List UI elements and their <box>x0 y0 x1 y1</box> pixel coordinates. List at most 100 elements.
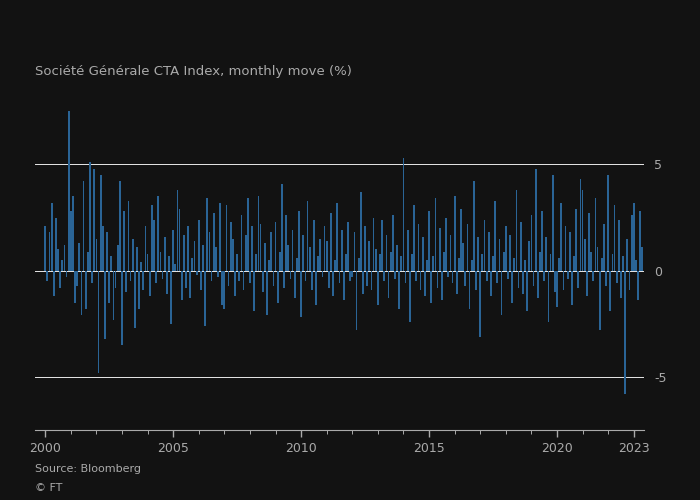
Bar <box>561 202 562 270</box>
Bar <box>368 241 370 270</box>
Bar <box>684 238 686 270</box>
Bar <box>498 238 500 270</box>
Bar <box>268 260 270 270</box>
Bar <box>140 262 142 270</box>
Bar <box>328 270 330 287</box>
Bar <box>358 258 360 270</box>
Bar <box>251 226 253 270</box>
Bar <box>571 270 573 304</box>
Bar <box>204 270 206 326</box>
Bar <box>125 270 127 292</box>
Bar <box>441 270 442 300</box>
Bar <box>528 241 530 270</box>
Bar <box>93 168 95 270</box>
Bar <box>426 260 428 270</box>
Bar <box>76 270 78 285</box>
Bar <box>603 224 605 270</box>
Bar <box>284 270 285 287</box>
Bar <box>460 209 462 270</box>
Bar <box>176 190 178 270</box>
Bar <box>447 270 449 277</box>
Bar <box>181 270 183 300</box>
Bar <box>209 232 210 270</box>
Bar <box>264 243 266 270</box>
Bar <box>384 270 385 281</box>
Bar <box>626 238 628 270</box>
Bar <box>337 202 338 270</box>
Text: Source: Bloomberg: Source: Bloomberg <box>35 464 141 474</box>
Bar <box>132 238 134 270</box>
Bar <box>372 218 375 270</box>
Bar <box>456 270 458 294</box>
Bar <box>307 200 309 270</box>
Bar <box>290 270 291 279</box>
Bar <box>143 270 144 289</box>
Bar <box>370 270 372 289</box>
Bar <box>514 258 515 270</box>
Bar <box>332 270 334 296</box>
Bar <box>313 220 315 270</box>
Bar <box>464 270 466 285</box>
Bar <box>272 270 274 285</box>
Bar <box>512 270 513 302</box>
Bar <box>111 256 112 270</box>
Bar <box>582 190 584 270</box>
Bar <box>601 258 603 270</box>
Bar <box>676 270 678 287</box>
Bar <box>665 270 666 409</box>
Bar <box>394 270 395 279</box>
Bar <box>598 270 601 330</box>
Bar <box>356 270 358 330</box>
Bar <box>249 270 251 283</box>
Bar <box>85 270 87 309</box>
Bar <box>100 175 102 270</box>
Bar <box>330 213 332 270</box>
Bar <box>690 184 692 270</box>
Bar <box>559 258 560 270</box>
Bar <box>452 270 454 283</box>
Bar <box>166 270 167 294</box>
Bar <box>654 270 656 285</box>
Bar <box>475 270 477 289</box>
Bar <box>298 211 300 270</box>
Bar <box>692 270 694 283</box>
Bar <box>309 247 311 270</box>
Bar <box>545 236 547 270</box>
Bar <box>217 270 219 277</box>
Bar <box>44 226 46 270</box>
Bar <box>262 270 264 292</box>
Bar <box>469 270 470 309</box>
Bar <box>198 220 200 270</box>
Bar <box>60 270 61 287</box>
Bar <box>669 190 671 270</box>
Bar <box>697 270 699 296</box>
Bar <box>594 198 596 270</box>
Bar <box>70 211 71 270</box>
Bar <box>46 270 48 281</box>
Bar <box>183 234 185 270</box>
Bar <box>667 245 668 270</box>
Bar <box>281 184 283 270</box>
Bar <box>624 270 626 394</box>
Bar <box>164 236 165 270</box>
Bar <box>138 270 140 309</box>
Bar <box>388 270 389 298</box>
Bar <box>492 256 494 270</box>
Bar <box>234 270 236 296</box>
Bar <box>518 270 519 287</box>
Bar <box>219 202 221 270</box>
Bar <box>420 270 421 289</box>
Bar <box>258 196 259 270</box>
Bar <box>482 254 483 270</box>
Bar <box>326 241 328 270</box>
Bar <box>121 270 123 345</box>
Bar <box>241 216 242 270</box>
Bar <box>345 254 346 270</box>
Bar <box>317 256 319 270</box>
Bar <box>494 200 496 270</box>
Bar <box>614 204 615 270</box>
Bar <box>106 232 108 270</box>
Bar <box>490 270 492 296</box>
Bar <box>117 245 118 270</box>
Bar <box>239 270 240 281</box>
